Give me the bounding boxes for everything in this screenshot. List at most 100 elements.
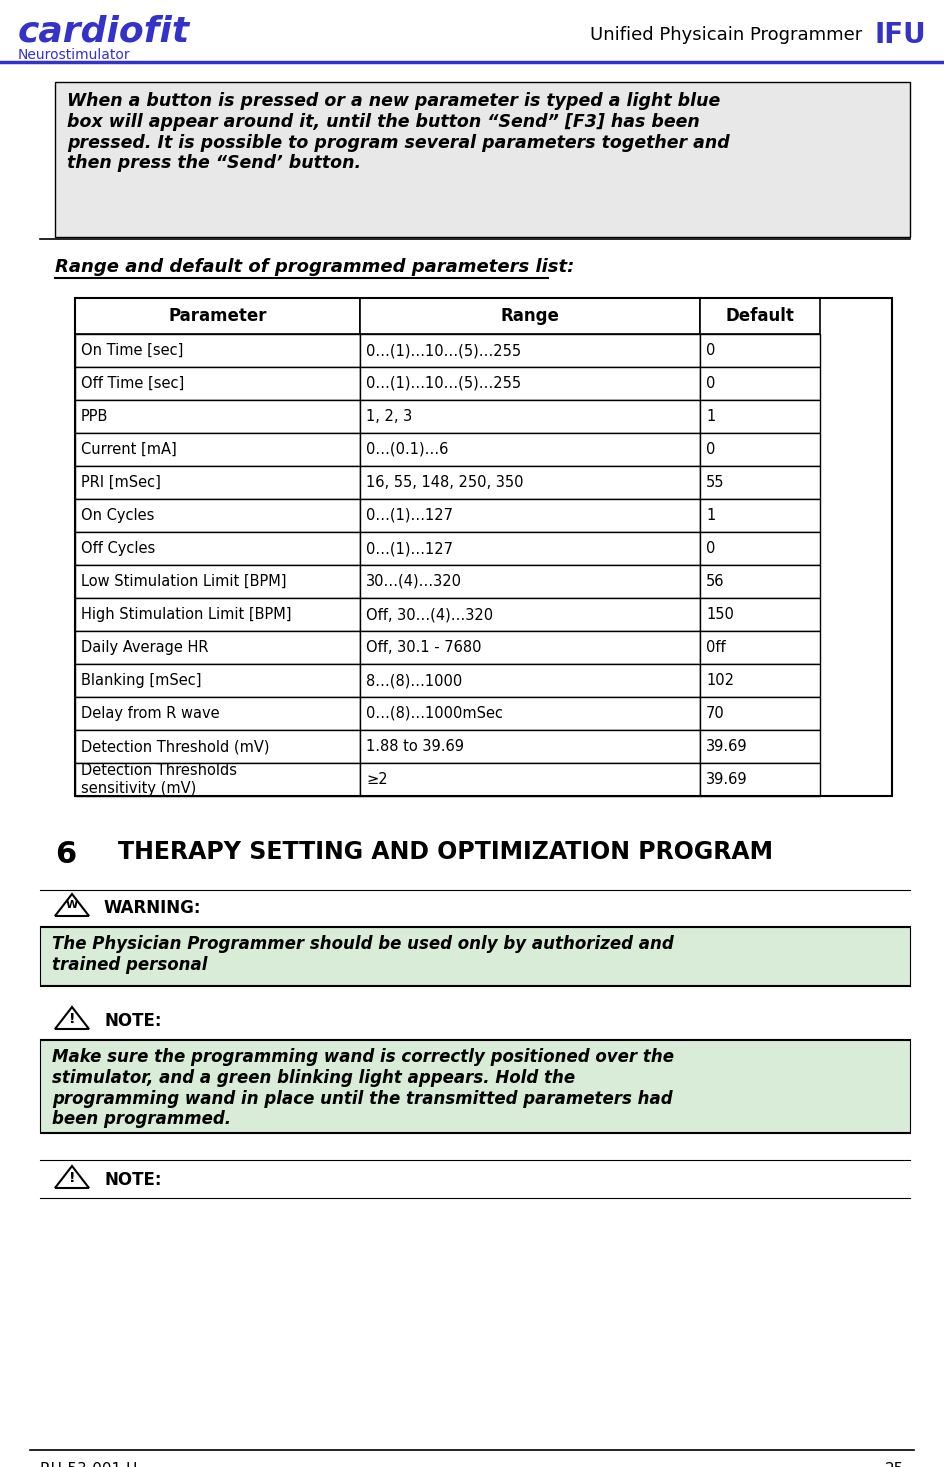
Bar	[700, 334, 820, 367]
Bar	[360, 533, 700, 565]
Text: 0: 0	[706, 442, 716, 458]
FancyBboxPatch shape	[40, 927, 910, 984]
Bar	[700, 400, 820, 433]
Text: 0…(1)…127: 0…(1)…127	[366, 541, 453, 556]
Text: 56: 56	[706, 574, 724, 588]
Text: WARNING:: WARNING:	[104, 899, 201, 917]
Text: RU-53-001 H: RU-53-001 H	[40, 1463, 138, 1467]
Bar	[360, 763, 700, 797]
Bar	[700, 533, 820, 565]
Polygon shape	[55, 1166, 89, 1188]
Text: Current [mA]: Current [mA]	[81, 442, 177, 458]
Text: Default: Default	[726, 307, 795, 326]
Bar	[75, 631, 360, 665]
Bar	[700, 697, 820, 731]
Bar	[75, 763, 360, 797]
Text: Unified Physicain Programmer: Unified Physicain Programmer	[590, 26, 862, 44]
Text: The Physician Programmer should be used only by authorized and
trained personal: The Physician Programmer should be used …	[52, 934, 674, 974]
Bar	[75, 298, 360, 334]
Text: On Time [sec]: On Time [sec]	[81, 343, 183, 358]
Bar	[360, 697, 700, 731]
Text: Range and default of programmed parameters list:: Range and default of programmed paramete…	[55, 258, 574, 276]
Text: On Cycles: On Cycles	[81, 508, 155, 524]
Text: When a button is pressed or a new parameter is typed a light blue
box will appea: When a button is pressed or a new parame…	[67, 92, 730, 173]
Text: W: W	[66, 899, 78, 910]
Bar	[700, 565, 820, 599]
Bar	[360, 400, 700, 433]
Text: ≥2: ≥2	[366, 772, 388, 786]
Text: Make sure the programming wand is correctly positioned over the
stimulator, and : Make sure the programming wand is correc…	[52, 1047, 674, 1128]
FancyBboxPatch shape	[55, 82, 910, 238]
Text: 0…(0.1)…6: 0…(0.1)…6	[366, 442, 448, 458]
Bar	[700, 731, 820, 763]
Text: sensitivity (mV): sensitivity (mV)	[81, 780, 196, 797]
Bar	[700, 499, 820, 533]
Bar	[700, 367, 820, 400]
Text: Detection Thresholds: Detection Thresholds	[81, 763, 237, 778]
Text: 16, 55, 148, 250, 350: 16, 55, 148, 250, 350	[366, 475, 524, 490]
Polygon shape	[55, 893, 89, 915]
Text: 0…(8)…1000mSec: 0…(8)…1000mSec	[366, 706, 503, 720]
Bar	[700, 433, 820, 467]
Bar	[360, 731, 700, 763]
Bar	[75, 467, 360, 499]
Bar	[360, 298, 700, 334]
Text: 1: 1	[706, 409, 716, 424]
Text: cardiofit: cardiofit	[18, 15, 190, 48]
Text: Parameter: Parameter	[168, 307, 267, 326]
Bar	[360, 565, 700, 599]
Bar	[360, 467, 700, 499]
Text: PPB: PPB	[81, 409, 109, 424]
Bar	[360, 599, 700, 631]
Text: High Stimulation Limit [BPM]: High Stimulation Limit [BPM]	[81, 607, 292, 622]
Bar	[75, 334, 360, 367]
Text: IFU: IFU	[874, 21, 926, 48]
Bar	[700, 298, 820, 334]
Text: 0…(1)…127: 0…(1)…127	[366, 508, 453, 524]
Text: 25: 25	[885, 1463, 904, 1467]
Bar	[360, 665, 700, 697]
Text: 0…(1)…10…(5)…255: 0…(1)…10…(5)…255	[366, 376, 521, 392]
Text: 150: 150	[706, 607, 733, 622]
Bar	[75, 697, 360, 731]
Text: 1: 1	[706, 508, 716, 524]
Text: 55: 55	[706, 475, 724, 490]
Text: 0: 0	[706, 343, 716, 358]
Text: Off, 30…(4)…320: Off, 30…(4)…320	[366, 607, 493, 622]
Bar	[360, 334, 700, 367]
Text: Off Time [sec]: Off Time [sec]	[81, 376, 184, 392]
Text: Daily Average HR: Daily Average HR	[81, 640, 209, 654]
Text: 0: 0	[706, 541, 716, 556]
Bar	[700, 763, 820, 797]
Bar	[75, 533, 360, 565]
Bar	[75, 599, 360, 631]
Text: Blanking [mSec]: Blanking [mSec]	[81, 673, 201, 688]
Text: NOTE:: NOTE:	[104, 1012, 161, 1030]
Text: 1.88 to 39.69: 1.88 to 39.69	[366, 739, 464, 754]
Bar	[75, 400, 360, 433]
Text: 30…(4)…320: 30…(4)…320	[366, 574, 462, 588]
Bar	[75, 367, 360, 400]
Text: Detection Threshold (mV): Detection Threshold (mV)	[81, 739, 269, 754]
Text: 1, 2, 3: 1, 2, 3	[366, 409, 413, 424]
Text: NOTE:: NOTE:	[104, 1171, 161, 1188]
Text: PRI [mSec]: PRI [mSec]	[81, 475, 160, 490]
Text: Low Stimulation Limit [BPM]: Low Stimulation Limit [BPM]	[81, 574, 286, 588]
Text: 102: 102	[706, 673, 734, 688]
Bar	[360, 367, 700, 400]
Bar	[700, 631, 820, 665]
Bar	[75, 433, 360, 467]
Bar	[360, 631, 700, 665]
Text: !: !	[69, 1171, 76, 1185]
FancyBboxPatch shape	[40, 1040, 910, 1133]
Bar	[700, 665, 820, 697]
Text: Delay from R wave: Delay from R wave	[81, 706, 220, 720]
Text: Range: Range	[500, 307, 560, 326]
Text: 39.69: 39.69	[706, 739, 748, 754]
Bar	[700, 467, 820, 499]
Bar	[360, 499, 700, 533]
Bar	[75, 565, 360, 599]
Bar	[75, 665, 360, 697]
Text: 6: 6	[55, 841, 76, 868]
Text: !: !	[69, 1012, 76, 1025]
